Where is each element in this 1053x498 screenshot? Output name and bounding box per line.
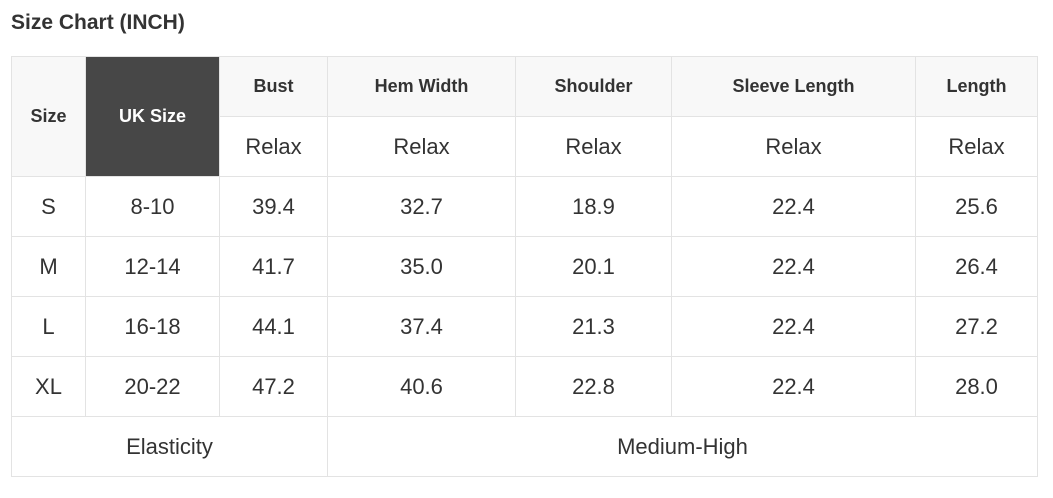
subheader-cell: Relax xyxy=(515,116,672,177)
header-bust: Bust xyxy=(219,56,328,117)
table-cell: 18.9 xyxy=(515,176,672,237)
table-cell: XL xyxy=(11,356,86,417)
elasticity-value: Medium-High xyxy=(327,416,1038,477)
table-cell: S xyxy=(11,176,86,237)
header-uk-size: UK Size xyxy=(85,56,220,177)
page-title: Size Chart (INCH) xyxy=(11,11,185,34)
table-cell: 22.8 xyxy=(515,356,672,417)
table-cell: 37.4 xyxy=(327,296,516,357)
size-chart-table: Size UK Size Bust Hem Width Shoulder Sle… xyxy=(11,56,1038,477)
table-cell: 40.6 xyxy=(327,356,516,417)
subheader-cell: Relax xyxy=(671,116,916,177)
header-length: Length xyxy=(915,56,1038,117)
header-shoulder: Shoulder xyxy=(515,56,672,117)
table-cell: 27.2 xyxy=(915,296,1038,357)
table-cell: 22.4 xyxy=(671,236,916,297)
table-cell: L xyxy=(11,296,86,357)
table-cell: 47.2 xyxy=(219,356,328,417)
table-cell: 20.1 xyxy=(515,236,672,297)
header-hem-width: Hem Width xyxy=(327,56,516,117)
table-cell: 41.7 xyxy=(219,236,328,297)
table-cell: 22.4 xyxy=(671,176,916,237)
table-cell: 32.7 xyxy=(327,176,516,237)
footer-row: Elasticity Medium-High xyxy=(11,416,1038,477)
table-cell: 22.4 xyxy=(671,296,916,357)
header-sleeve-length: Sleeve Length xyxy=(671,56,916,117)
table-cell: 39.4 xyxy=(219,176,328,237)
table-cell: 28.0 xyxy=(915,356,1038,417)
subheader-cell: Relax xyxy=(219,116,328,177)
header-size: Size xyxy=(11,56,86,177)
table-cell: 35.0 xyxy=(327,236,516,297)
subheader-row: Relax Relax Relax Relax Relax xyxy=(12,116,1038,177)
table-row: XL 20-22 47.2 40.6 22.8 22.4 28.0 xyxy=(11,356,1038,417)
table-cell: 22.4 xyxy=(671,356,916,417)
subheader-cell: Relax xyxy=(327,116,516,177)
table-row: S 8-10 39.4 32.7 18.9 22.4 25.6 xyxy=(11,176,1038,237)
table-cell: 12-14 xyxy=(85,236,220,297)
subheader-cell: Relax xyxy=(915,116,1038,177)
table-cell: 44.1 xyxy=(219,296,328,357)
table-cell: 8-10 xyxy=(85,176,220,237)
table-cell: M xyxy=(11,236,86,297)
elasticity-label: Elasticity xyxy=(11,416,328,477)
table-cell: 25.6 xyxy=(915,176,1038,237)
table-cell: 21.3 xyxy=(515,296,672,357)
table-cell: 20-22 xyxy=(85,356,220,417)
table-cell: 26.4 xyxy=(915,236,1038,297)
table-row: M 12-14 41.7 35.0 20.1 22.4 26.4 xyxy=(11,236,1038,297)
header-row: Size UK Size Bust Hem Width Shoulder Sle… xyxy=(11,56,1038,177)
table-row: L 16-18 44.1 37.4 21.3 22.4 27.2 xyxy=(11,296,1038,357)
table-cell: 16-18 xyxy=(85,296,220,357)
